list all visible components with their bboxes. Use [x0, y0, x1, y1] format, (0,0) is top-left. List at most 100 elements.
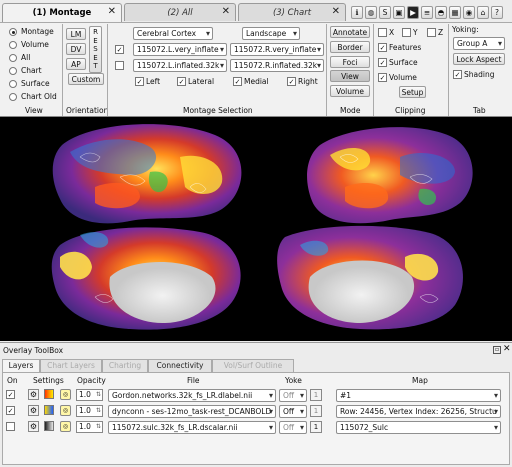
- row2-left-surface-select[interactable]: 115072.L.inflated.32k: [133, 59, 227, 72]
- structure-select[interactable]: Cerebral Cortex: [133, 27, 213, 40]
- tab-montage-label: (1) Montage: [32, 8, 92, 18]
- layer-3-file-select[interactable]: 115072.sulc.32k_fs_LR.dscalar.nii: [108, 421, 276, 434]
- layer-2-file-select[interactable]: dynconn - ses-12mo_task-rest_DCANBOLD: [108, 405, 276, 418]
- tab-montage[interactable]: (1) Montage ✕: [2, 3, 122, 22]
- annotate-mode-button[interactable]: Annotate: [330, 26, 370, 38]
- tab-layers[interactable]: Layers: [2, 359, 40, 372]
- tab-chart-label: (3) Chart: [272, 7, 312, 18]
- movie-icon[interactable]: ▶: [407, 6, 419, 19]
- layer-1-opacity-spinner[interactable]: 1.0: [76, 389, 103, 401]
- shading-checkbox[interactable]: ✓: [453, 70, 462, 79]
- clip-volume-checkbox[interactable]: ✓: [378, 73, 387, 82]
- row1-checkbox[interactable]: ✓: [115, 45, 124, 54]
- palette-icon[interactable]: [44, 421, 54, 431]
- layer-3-opacity-spinner[interactable]: 1.0: [76, 421, 103, 433]
- clip-surface-checkbox[interactable]: ✓: [378, 58, 387, 67]
- identify-icon[interactable]: ◍: [365, 6, 377, 19]
- row1-right-surface-select[interactable]: 115072.R.very_inflate: [230, 43, 324, 56]
- layer-settings-icon[interactable]: ◎: [60, 421, 71, 432]
- column-header-settings: Settings: [33, 376, 64, 385]
- view-radio-surface[interactable]: [9, 80, 17, 88]
- ap-button[interactable]: AP: [66, 58, 86, 70]
- medial-checkbox[interactable]: ✓: [233, 77, 242, 86]
- tab-vol-surf-outline[interactable]: Vol/Surf Outline: [212, 359, 294, 372]
- close-tab-icon[interactable]: ✕: [331, 6, 340, 17]
- layer-settings-icon[interactable]: ◎: [60, 389, 71, 400]
- view-radio-volume[interactable]: [9, 41, 17, 49]
- row2-right-surface-select[interactable]: 115072.R.inflated.32k: [230, 59, 324, 72]
- custom-button[interactable]: Custom: [68, 73, 104, 85]
- layers-icon[interactable]: ▦: [449, 6, 461, 19]
- close-icon[interactable]: ✕: [503, 344, 511, 354]
- lm-button[interactable]: LM: [66, 28, 86, 40]
- clip-features-checkbox[interactable]: ✓: [378, 43, 387, 52]
- camera-icon[interactable]: ▣: [393, 6, 405, 19]
- row1-left-surface-select[interactable]: 115072.L.very_inflate: [133, 43, 227, 56]
- reset-letter: E: [93, 53, 98, 62]
- clip-z-checkbox[interactable]: [427, 28, 436, 37]
- tab-all-label: (2) All: [167, 7, 193, 18]
- tab-connectivity[interactable]: Connectivity: [148, 359, 212, 372]
- info-icon[interactable]: ℹ: [351, 6, 363, 19]
- layer-1-yoke-select[interactable]: Off: [279, 389, 307, 402]
- reset-letter: T: [93, 62, 98, 71]
- surface-properties-icon[interactable]: ≡: [421, 6, 433, 19]
- reset-button[interactable]: R E S E T: [89, 26, 102, 73]
- tab-all[interactable]: (2) All ✕: [124, 3, 236, 21]
- brain-montage-viewer[interactable]: [0, 117, 512, 341]
- divider: [326, 24, 327, 116]
- layer-1-index-spinner[interactable]: 1: [310, 389, 322, 401]
- layout-select[interactable]: Landscape: [242, 27, 300, 40]
- layer-3-index-spinner[interactable]: 1: [310, 421, 322, 433]
- layer-2-opacity-spinner[interactable]: 1.0: [76, 405, 103, 417]
- view-option-label: Volume: [21, 40, 49, 49]
- layer-2-index-spinner[interactable]: 1: [310, 405, 322, 417]
- close-tab-icon[interactable]: ✕: [221, 6, 230, 17]
- layer-1-file-select[interactable]: Gordon.networks.32k_fs_LR.dlabel.nii: [108, 389, 276, 402]
- float-icon[interactable]: ▫: [493, 346, 501, 354]
- row2-checkbox[interactable]: [115, 61, 124, 70]
- palette-icon[interactable]: [44, 389, 54, 399]
- clipping-setup-button[interactable]: Setup: [399, 86, 426, 98]
- border-mode-button[interactable]: Border: [330, 41, 370, 53]
- foci-mode-button[interactable]: Foci: [330, 56, 370, 68]
- view-mode-button[interactable]: View: [330, 70, 370, 82]
- volume-properties-icon[interactable]: ◓: [435, 6, 447, 19]
- lateral-label: Lateral: [188, 77, 215, 86]
- layer-1-on-checkbox[interactable]: ✓: [6, 390, 15, 399]
- layers-icon[interactable]: ◉: [463, 6, 475, 19]
- volume-mode-button[interactable]: Volume: [330, 85, 370, 97]
- clip-y-checkbox[interactable]: [402, 28, 411, 37]
- layer-3-yoke-select[interactable]: Off: [279, 421, 307, 434]
- layer-3-on-checkbox[interactable]: [6, 422, 15, 431]
- tab-charting[interactable]: Charting: [102, 359, 148, 372]
- left-checkbox[interactable]: ✓: [135, 77, 144, 86]
- tab-chart[interactable]: (3) Chart ✕: [238, 3, 346, 21]
- close-tab-icon[interactable]: ✕: [107, 6, 116, 17]
- layer-2-yoke-select[interactable]: Off: [279, 405, 307, 418]
- yoking-group-select[interactable]: Group A: [453, 37, 505, 50]
- wrench-icon[interactable]: ⚙: [28, 389, 39, 400]
- lateral-checkbox[interactable]: ✓: [177, 77, 186, 86]
- tab-chart-layers[interactable]: Chart Layers: [40, 359, 102, 372]
- layer-3-map-select[interactable]: 115072_Sulc: [336, 421, 501, 434]
- lock-aspect-button[interactable]: Lock Aspect: [453, 53, 505, 65]
- reset-letter: R: [93, 28, 98, 37]
- layer-2-map-select[interactable]: Row: 24456, Vertex Index: 26256, Structu: [336, 405, 501, 418]
- view-radio-chart-old[interactable]: [9, 93, 17, 101]
- palette-icon[interactable]: [44, 405, 54, 415]
- view-radio-chart[interactable]: [9, 67, 17, 75]
- layer-2-on-checkbox[interactable]: ✓: [6, 406, 15, 415]
- dv-button[interactable]: DV: [66, 43, 86, 55]
- view-radio-montage[interactable]: [9, 28, 17, 36]
- layer-settings-icon[interactable]: ◎: [60, 405, 71, 416]
- scene-icon[interactable]: S: [379, 6, 391, 19]
- help-icon[interactable]: ⌂: [477, 6, 489, 19]
- right-checkbox[interactable]: ✓: [287, 77, 296, 86]
- view-radio-all[interactable]: [9, 54, 17, 62]
- layer-1-map-select[interactable]: #1: [336, 389, 501, 402]
- clip-x-checkbox[interactable]: [378, 28, 387, 37]
- wrench-icon[interactable]: ⚙: [28, 421, 39, 432]
- wrench-icon[interactable]: ⚙: [28, 405, 39, 416]
- help-icon[interactable]: ?: [491, 6, 503, 19]
